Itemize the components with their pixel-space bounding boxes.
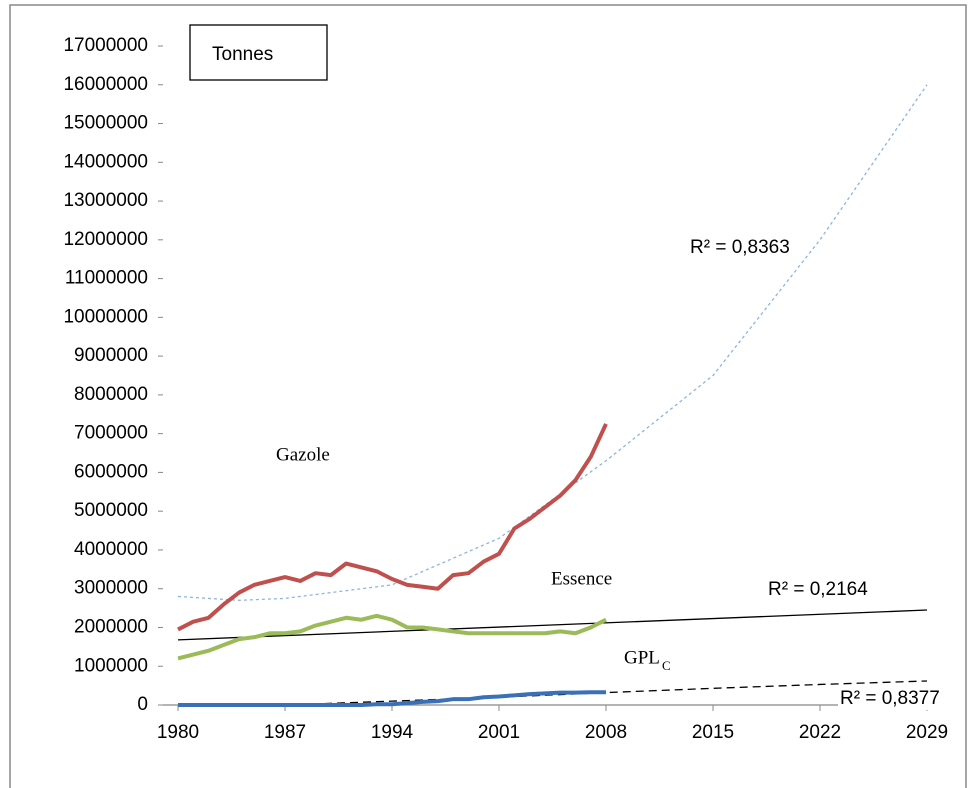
label-bg — [548, 568, 643, 590]
series-label-sub: C — [662, 658, 671, 673]
y-tick-label: 4000000 — [74, 539, 148, 560]
y-tick-label: 3000000 — [74, 578, 148, 599]
trend-label: R² = 0,8377 — [840, 688, 940, 709]
y-tick-label: 14000000 — [63, 151, 148, 172]
x-tick-label: 1994 — [371, 722, 414, 743]
y-tick-label: 10000000 — [63, 306, 148, 327]
y-tick-label: 12000000 — [63, 229, 148, 250]
y-tick-label: 2000000 — [74, 616, 148, 637]
frame — [9, 4, 967, 788]
trend-label: R² = 0,2164 — [768, 579, 868, 600]
y-tick-label: 16000000 — [63, 74, 148, 95]
trendline — [177, 84, 928, 601]
x-tick-label: 2022 — [799, 722, 841, 743]
x-tick-label: 2029 — [906, 722, 948, 743]
trendline — [284, 680, 928, 706]
y-tick-label: 0 — [137, 694, 148, 715]
y-tick-label: 13000000 — [63, 190, 148, 211]
x-tick-label: 2001 — [478, 722, 520, 743]
x-tick-label: 1980 — [157, 722, 199, 743]
annotation: Tonnes — [212, 44, 273, 65]
series-line — [177, 613, 607, 661]
x-tick-label: 2015 — [692, 722, 734, 743]
y-tick-label: 17000000 — [63, 35, 148, 56]
series-line — [178, 690, 606, 707]
x-tick-label: 1987 — [264, 722, 306, 743]
series-line — [177, 423, 608, 632]
x-tick-label: 2008 — [585, 722, 627, 743]
series-label: Essence — [551, 568, 612, 589]
series-label: GPL — [624, 647, 660, 668]
y-tick-label: 1000000 — [74, 655, 148, 676]
annotation-box — [189, 24, 328, 81]
label-bg — [838, 688, 948, 710]
y-tick-label: 9000000 — [74, 345, 148, 366]
series-label: Gazole — [276, 444, 330, 465]
trend-label: R² = 0,8363 — [690, 237, 790, 258]
y-tick-label: 6000000 — [74, 461, 148, 482]
trendline — [177, 609, 928, 641]
y-tick-label: 7000000 — [74, 423, 148, 444]
y-tick-label: 11000000 — [65, 268, 148, 289]
y-tick-label: 5000000 — [74, 500, 148, 521]
y-tick-label: 8000000 — [74, 384, 148, 405]
y-tick-label: 15000000 — [63, 113, 148, 134]
